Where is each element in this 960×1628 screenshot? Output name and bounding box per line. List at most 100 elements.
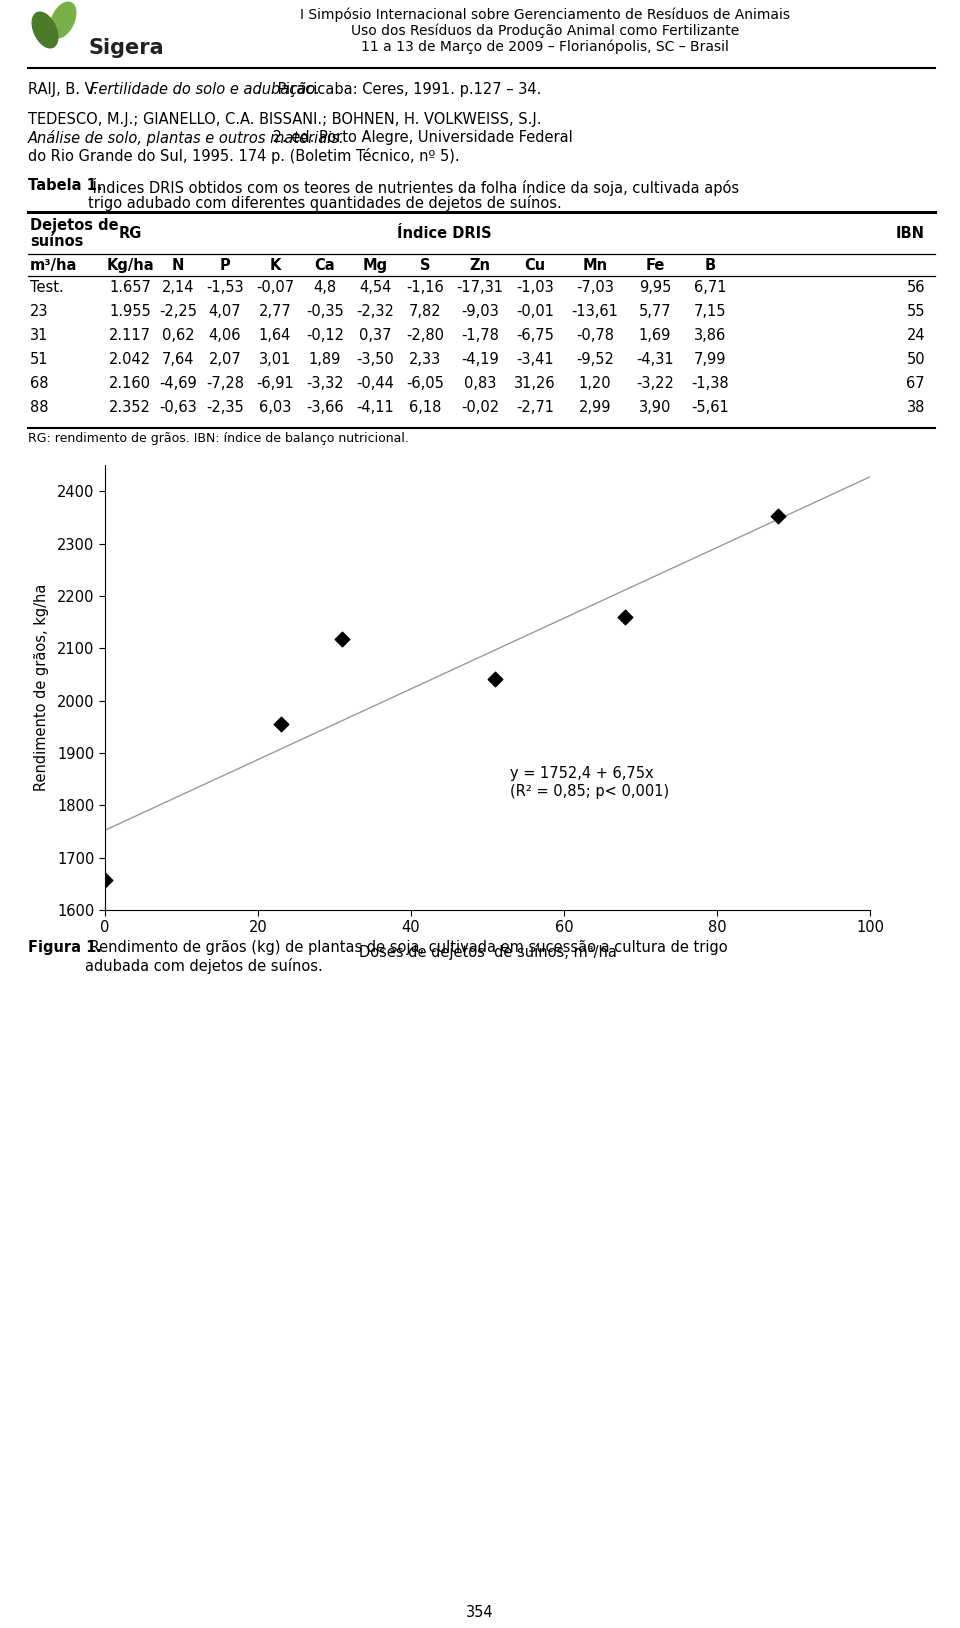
Text: -6,05: -6,05 <box>406 376 444 391</box>
Text: S: S <box>420 257 430 274</box>
Text: -1,03: -1,03 <box>516 280 554 295</box>
Text: -5,61: -5,61 <box>691 400 729 415</box>
Text: 4,8: 4,8 <box>313 280 337 295</box>
Text: do Rio Grande do Sul, 1995. 174 p. (Boletim Técnico, nº 5).: do Rio Grande do Sul, 1995. 174 p. (Bole… <box>28 148 460 164</box>
Text: adubada com dejetos de suínos.: adubada com dejetos de suínos. <box>85 957 323 974</box>
Text: -1,78: -1,78 <box>461 327 499 344</box>
Text: -0,63: -0,63 <box>159 400 197 415</box>
Text: -6,91: -6,91 <box>256 376 294 391</box>
Text: Dejetos de: Dejetos de <box>30 218 119 233</box>
Text: 7,99: 7,99 <box>694 352 727 366</box>
Text: 2. ed. Porto Alegre, Universidade Federal: 2. ed. Porto Alegre, Universidade Federa… <box>268 130 573 145</box>
Text: Sigera: Sigera <box>88 37 163 59</box>
Text: 0,83: 0,83 <box>464 376 496 391</box>
Text: Uso dos Resíduos da Produção Animal como Fertilizante: Uso dos Resíduos da Produção Animal como… <box>350 24 739 39</box>
Text: -2,71: -2,71 <box>516 400 554 415</box>
Text: 7,15: 7,15 <box>694 304 727 319</box>
Point <box>274 711 289 737</box>
Ellipse shape <box>33 11 58 47</box>
Text: -1,53: -1,53 <box>206 280 244 295</box>
Text: -0,01: -0,01 <box>516 304 554 319</box>
Text: suínos: suínos <box>30 234 84 249</box>
Text: 2,07: 2,07 <box>208 352 241 366</box>
Text: -2,25: -2,25 <box>159 304 197 319</box>
Text: 7,82: 7,82 <box>409 304 442 319</box>
Text: -0,12: -0,12 <box>306 327 344 344</box>
Text: 11 a 13 de Março de 2009 – Florianópolis, SC – Brasil: 11 a 13 de Março de 2009 – Florianópolis… <box>361 41 729 54</box>
Text: 1,20: 1,20 <box>579 376 612 391</box>
Text: -0,35: -0,35 <box>306 304 344 319</box>
Text: Test.: Test. <box>30 280 63 295</box>
Text: 55: 55 <box>906 304 925 319</box>
Text: 5,77: 5,77 <box>638 304 671 319</box>
Text: 2.117: 2.117 <box>109 327 151 344</box>
Text: -13,61: -13,61 <box>571 304 618 319</box>
Text: -4,31: -4,31 <box>636 352 674 366</box>
Text: RG: RG <box>118 226 142 241</box>
Text: -6,75: -6,75 <box>516 327 554 344</box>
Text: TEDESCO, M.J.; GIANELLO, C.A. BISSANI.; BOHNEN, H. VOLKWEISS, S.J.: TEDESCO, M.J.; GIANELLO, C.A. BISSANI.; … <box>28 112 541 127</box>
Text: -4,69: -4,69 <box>159 376 197 391</box>
Text: 354: 354 <box>467 1605 493 1620</box>
Text: -3,22: -3,22 <box>636 376 674 391</box>
Text: -0,07: -0,07 <box>256 280 294 295</box>
Text: 2,33: 2,33 <box>409 352 442 366</box>
Text: 23: 23 <box>30 304 49 319</box>
Text: -2,35: -2,35 <box>206 400 244 415</box>
Ellipse shape <box>50 2 76 37</box>
Point <box>617 604 633 630</box>
Text: 38: 38 <box>906 400 925 415</box>
Text: -0,78: -0,78 <box>576 327 614 344</box>
Text: -1,38: -1,38 <box>691 376 729 391</box>
Text: -3,32: -3,32 <box>306 376 344 391</box>
Text: Fertilidade do solo e adubação.: Fertilidade do solo e adubação. <box>90 81 320 98</box>
Text: 2,14: 2,14 <box>161 280 194 295</box>
Text: Índice DRIS: Índice DRIS <box>396 226 492 241</box>
Text: Mn: Mn <box>583 257 608 274</box>
Text: -9,03: -9,03 <box>461 304 499 319</box>
Text: -4,19: -4,19 <box>461 352 499 366</box>
Point <box>97 868 112 894</box>
Text: -0,44: -0,44 <box>356 376 394 391</box>
Point <box>334 627 349 653</box>
Text: RAIJ, B. V.: RAIJ, B. V. <box>28 81 102 98</box>
Text: 2.042: 2.042 <box>108 352 151 366</box>
Text: IBN: IBN <box>896 226 925 241</box>
Text: Ca: Ca <box>315 257 335 274</box>
Text: -7,03: -7,03 <box>576 280 614 295</box>
Text: -9,52: -9,52 <box>576 352 614 366</box>
Text: Cu: Cu <box>524 257 545 274</box>
Text: 4,07: 4,07 <box>208 304 241 319</box>
Text: 6,18: 6,18 <box>409 400 442 415</box>
Text: 1,89: 1,89 <box>309 352 341 366</box>
Point <box>488 666 503 692</box>
Y-axis label: Rendimento de grãos, kg/ha: Rendimento de grãos, kg/ha <box>34 584 49 791</box>
Text: 3,01: 3,01 <box>259 352 291 366</box>
Text: 1,69: 1,69 <box>638 327 671 344</box>
Text: 51: 51 <box>30 352 49 366</box>
Text: P: P <box>220 257 230 274</box>
Text: 0,62: 0,62 <box>161 327 194 344</box>
Text: Mg: Mg <box>363 257 388 274</box>
Text: Zn: Zn <box>469 257 491 274</box>
Text: 31,26: 31,26 <box>515 376 556 391</box>
Text: Análise de solo, plantas e outros materiais.: Análise de solo, plantas e outros materi… <box>28 130 345 147</box>
Text: 31: 31 <box>30 327 48 344</box>
Text: N: N <box>172 257 184 274</box>
Text: 1,64: 1,64 <box>259 327 291 344</box>
Text: m³/ha: m³/ha <box>30 257 78 274</box>
Text: Piracicaba: Ceres, 1991. p.127 – 34.: Piracicaba: Ceres, 1991. p.127 – 34. <box>273 81 541 98</box>
Text: -7,28: -7,28 <box>206 376 244 391</box>
Text: 2,99: 2,99 <box>579 400 612 415</box>
Text: trigo adubado com diferentes quantidades de dejetos de suínos.: trigo adubado com diferentes quantidades… <box>88 195 562 212</box>
Text: -3,41: -3,41 <box>516 352 554 366</box>
Text: 6,71: 6,71 <box>694 280 727 295</box>
Text: -4,11: -4,11 <box>356 400 394 415</box>
Text: 2.352: 2.352 <box>109 400 151 415</box>
Text: 7,64: 7,64 <box>161 352 194 366</box>
Text: K: K <box>270 257 280 274</box>
Text: (R² = 0,85; p< 0,001): (R² = 0,85; p< 0,001) <box>511 785 669 799</box>
Text: 6,03: 6,03 <box>259 400 291 415</box>
Text: 9,95: 9,95 <box>638 280 671 295</box>
Text: Tabela 1.: Tabela 1. <box>28 177 103 194</box>
